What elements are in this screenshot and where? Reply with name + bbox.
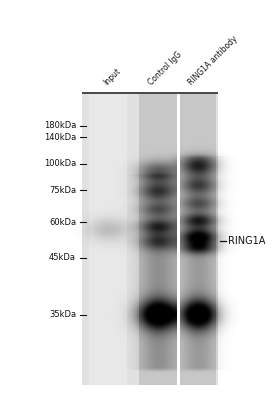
Text: 180kDa: 180kDa: [44, 121, 76, 130]
Text: RING1A antibody: RING1A antibody: [187, 34, 239, 87]
Text: RING1A: RING1A: [228, 236, 265, 246]
Text: 100kDa: 100kDa: [44, 159, 76, 168]
Text: 140kDa: 140kDa: [44, 133, 76, 142]
Text: 60kDa: 60kDa: [49, 218, 76, 227]
Text: 75kDa: 75kDa: [49, 186, 76, 195]
Text: Control IgG: Control IgG: [147, 50, 184, 87]
Text: 45kDa: 45kDa: [49, 253, 76, 262]
Text: 35kDa: 35kDa: [49, 310, 76, 319]
Text: Input: Input: [102, 66, 122, 87]
